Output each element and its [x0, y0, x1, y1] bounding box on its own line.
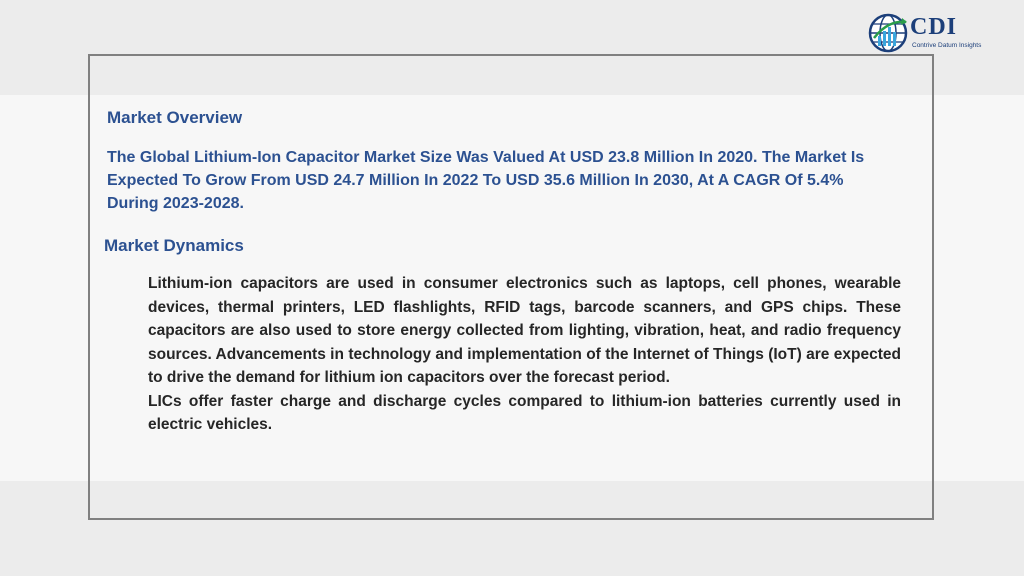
logo-tagline: Contrive Datum Insights [912, 42, 982, 49]
logo-brand: CDI [910, 14, 958, 40]
market-overview-heading: Market Overview [107, 108, 243, 127]
dynamics-paragraph: Lithium-ion capacitors are used in consu… [148, 275, 901, 386]
dynamics-paragraph: LICs offer faster charge and discharge c… [148, 392, 901, 434]
market-dynamics-body: Lithium-ion capacitors are used in consu… [148, 272, 901, 437]
content-band [0, 95, 1024, 481]
content-frame [88, 54, 934, 520]
cdi-logo: CDI Contrive Datum Insights [866, 12, 982, 54]
market-overview-text: The Global Lithium-Ion Capacitor Market … [107, 149, 865, 212]
globe-icon [868, 13, 908, 53]
market-dynamics-heading: Market Dynamics [104, 236, 244, 255]
